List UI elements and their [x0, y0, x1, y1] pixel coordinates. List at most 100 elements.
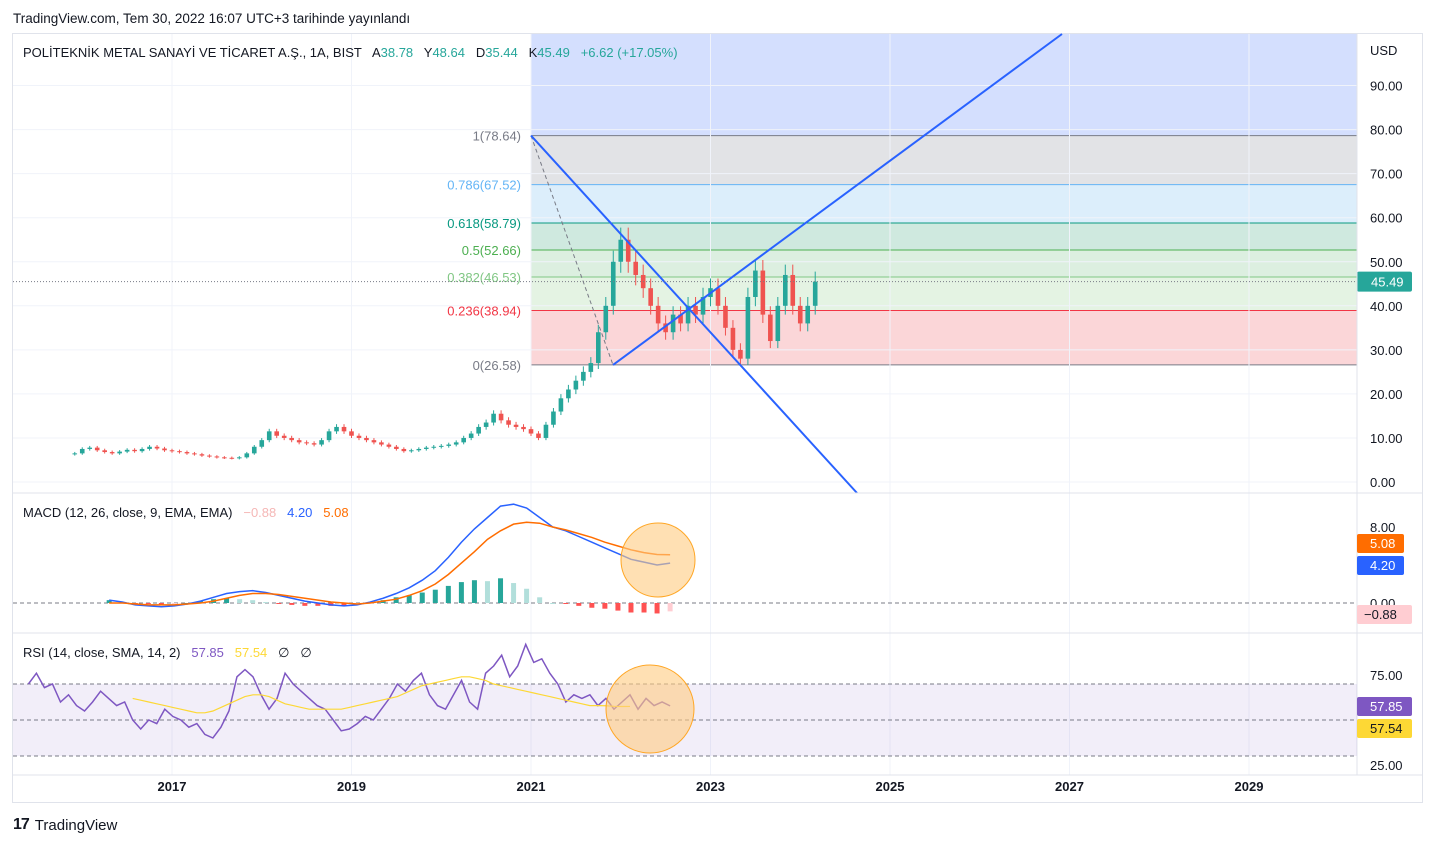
price-tick-label: 40.00: [1370, 299, 1403, 314]
time-tick-label: 2021: [517, 779, 546, 794]
price-badge-label: 45.49: [1371, 275, 1404, 290]
footer-brand[interactable]: 17 TradingView: [13, 816, 117, 834]
candle: [513, 424, 519, 427]
candle: [498, 413, 504, 421]
macd-hist-bar: [419, 592, 425, 603]
macd-line: [109, 503, 671, 608]
candle: [326, 431, 332, 441]
candle: [356, 435, 362, 438]
fib-label: 0.236(38.94): [447, 303, 521, 318]
candle: [124, 449, 130, 452]
fib-label: 0(26.58): [473, 358, 521, 373]
candle: [229, 457, 235, 459]
candle: [79, 448, 85, 454]
candle: [753, 270, 758, 297]
candle: [274, 431, 280, 436]
macd-hist-bar: [237, 599, 243, 603]
candle: [618, 239, 624, 262]
down-trend-line: [530, 134, 858, 494]
candle: [573, 380, 579, 390]
candle: [685, 305, 691, 324]
up-trend-line: [612, 33, 1063, 366]
price-tick-label: 20.00: [1370, 387, 1403, 402]
macd-highlight-circle: [620, 522, 696, 598]
high-label: Y: [423, 45, 433, 60]
macd-hist-bar: [667, 603, 673, 612]
candle: [730, 327, 736, 350]
macd-hist-bar: [224, 598, 230, 603]
candle: [311, 443, 317, 445]
candle: [782, 274, 788, 306]
open-value: 38.78: [380, 45, 414, 60]
candle: [446, 444, 452, 446]
high-value: 48.64: [432, 45, 465, 60]
rsi-extra-2: ∅: [300, 645, 312, 660]
time-tick-label: 2017: [158, 779, 187, 794]
macd-hist-bar: [511, 583, 517, 603]
candle: [386, 444, 392, 447]
macd-hist-badge: −0.88: [1364, 607, 1397, 622]
tradingview-logo-icon: 17: [13, 816, 30, 833]
macd-signal-badge: 5.08: [1370, 536, 1395, 551]
macd-signal-badge-bg: [1357, 534, 1404, 553]
macd-hist-bar: [654, 603, 660, 614]
rsi-tick-label: 25.00: [1370, 758, 1403, 773]
macd-badge: 4.20: [1370, 558, 1395, 573]
candle: [715, 288, 721, 306]
candle: [139, 448, 145, 452]
macd-hist-bar: [458, 582, 464, 603]
time-tick-label: 2027: [1055, 779, 1084, 794]
candle: [536, 433, 541, 438]
chart-frame: [12, 33, 1423, 803]
candle: [596, 332, 601, 364]
macd-hist-bar: [524, 588, 530, 603]
candle: [423, 447, 429, 449]
candle: [431, 446, 437, 448]
macd-hist-bar: [276, 603, 282, 604]
price-tick-label: 90.00: [1370, 79, 1403, 94]
macd-hist-bar: [576, 603, 582, 606]
macd-hist-bar: [250, 600, 256, 603]
candle: [566, 389, 571, 399]
candle: [558, 398, 564, 412]
price-tick-label: 30.00: [1370, 343, 1403, 358]
candle: [334, 426, 339, 432]
candle: [648, 288, 653, 306]
macd-hist-bar: [641, 603, 647, 613]
price-legend: POLİTEKNİK METAL SANAYİ VE TİCARET A.Ş.,…: [23, 45, 678, 60]
macd-hist-bar: [145, 603, 151, 604]
candle: [768, 314, 773, 342]
price-tick-label: 70.00: [1370, 167, 1403, 182]
candle: [341, 426, 347, 432]
candle: [237, 457, 242, 459]
candle: [147, 446, 152, 449]
candle: [244, 453, 250, 458]
macd-hist-bar: [602, 603, 608, 609]
time-tick-label: 2023: [696, 779, 725, 794]
candle: [491, 413, 496, 423]
macd-hist-bar: [406, 595, 412, 603]
candle: [738, 349, 743, 359]
price-tick-label: 60.00: [1370, 211, 1403, 226]
candle: [745, 296, 751, 359]
candle: [670, 314, 676, 333]
candle: [364, 437, 369, 441]
candle: [812, 281, 818, 306]
time-tick-label: 2029: [1235, 779, 1264, 794]
candle: [162, 448, 167, 451]
price-tick-label: 0.00: [1370, 475, 1395, 490]
candle: [693, 305, 698, 315]
candle: [476, 426, 481, 434]
candle: [603, 305, 609, 333]
candle: [483, 422, 489, 427]
price-tick-label: 50.00: [1370, 255, 1403, 270]
candle: [72, 453, 78, 455]
rsi-line: [27, 642, 671, 739]
candle: [251, 446, 257, 454]
candle: [349, 431, 354, 436]
fib-zone-top: [531, 34, 1357, 136]
candle: [177, 451, 182, 453]
rsi-badge: 57.85: [1370, 699, 1403, 714]
macd-legend: MACD (12, 26, close, 9, EMA, EMA) −0.88 …: [23, 505, 349, 520]
